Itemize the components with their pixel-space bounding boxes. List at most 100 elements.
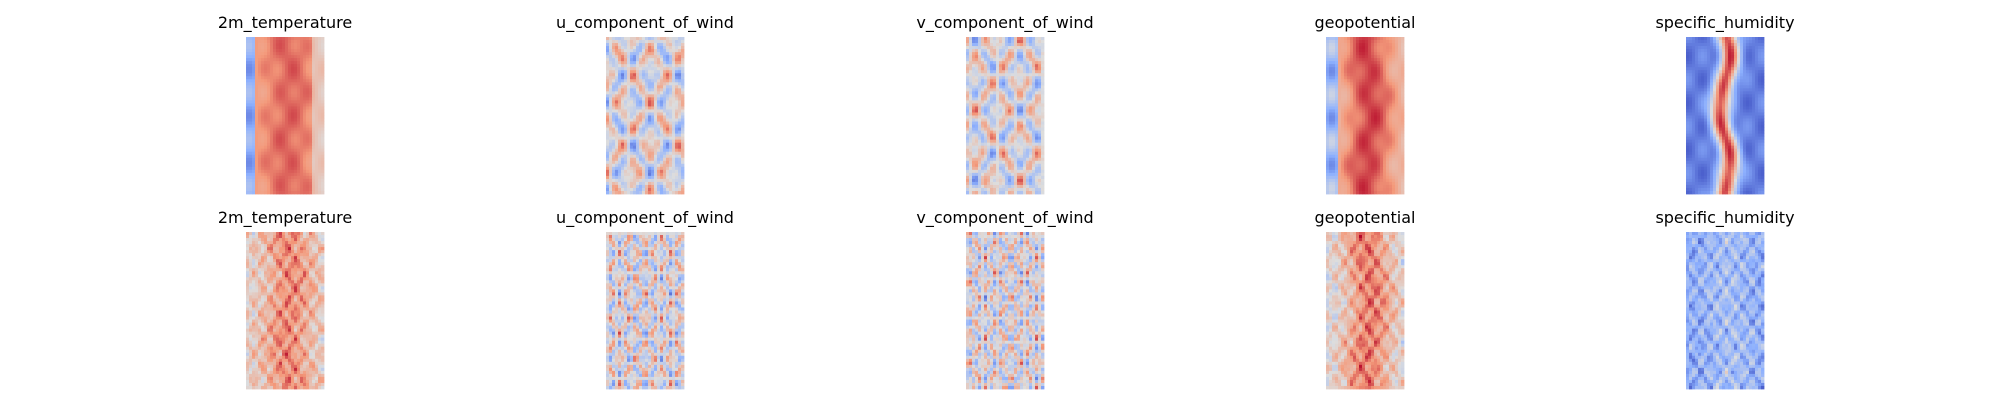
- heatmap-cell: [663, 169, 667, 174]
- heatmap-cell: [309, 106, 313, 110]
- heatmap-cell: [996, 40, 1000, 44]
- heatmap-cell: [1359, 37, 1363, 41]
- heatmap-cell: [303, 118, 307, 122]
- heatmap-cell: [642, 127, 646, 131]
- heatmap-cell: [666, 106, 670, 110]
- heatmap-cell: [312, 115, 316, 119]
- heatmap-cell: [981, 127, 985, 131]
- heatmap-cell: [1017, 172, 1021, 177]
- heatmap-cell: [681, 109, 685, 113]
- heatmap-cell: [1401, 43, 1405, 47]
- heatmap-cell: [1017, 121, 1021, 125]
- heatmap-cell: [246, 43, 250, 47]
- heatmap-cell: [294, 118, 298, 122]
- heatmap-cell: [624, 166, 628, 171]
- heatmap-cell: [1383, 139, 1387, 144]
- heatmap-cell: [276, 139, 280, 144]
- heatmap-cell: [1338, 127, 1342, 131]
- heatmap-cell: [660, 151, 664, 156]
- heatmap-cell: [1356, 136, 1360, 141]
- heatmap-cell: [984, 100, 988, 104]
- heatmap-cell: [651, 109, 655, 113]
- heatmap-cell: [1338, 139, 1342, 144]
- heatmap-cell: [249, 151, 253, 156]
- heatmap-cell: [969, 112, 973, 116]
- heatmap-cell: [1020, 73, 1024, 77]
- heatmap-cell: [630, 142, 634, 147]
- heatmap-cell: [645, 148, 649, 153]
- heatmap-cell: [1005, 151, 1009, 156]
- heatmap-cell: [681, 94, 685, 98]
- heatmap-cell: [618, 79, 622, 83]
- heatmap-cell: [1020, 76, 1024, 80]
- heatmap-cell: [252, 64, 256, 68]
- heatmap-cell: [1338, 58, 1342, 62]
- heatmap-cell: [1380, 91, 1384, 95]
- heatmap-cell: [1020, 70, 1024, 74]
- heatmap-cell: [1353, 43, 1357, 47]
- heatmap-cell: [246, 115, 250, 119]
- heatmap-cell: [288, 118, 292, 122]
- heatmap-cell: [969, 148, 973, 153]
- heatmap-cell: [648, 181, 652, 186]
- heatmap-cell: [1335, 79, 1339, 83]
- heatmap-cell: [255, 73, 259, 77]
- heatmap-cell: [672, 100, 676, 104]
- heatmap-cell: [1035, 82, 1039, 86]
- heatmap-cell: [612, 91, 616, 95]
- heatmap-cell: [318, 160, 322, 165]
- heatmap-cell: [1383, 109, 1387, 113]
- heatmap-cell: [309, 85, 313, 89]
- heatmap-cell: [1005, 136, 1009, 141]
- heatmap-cell: [294, 88, 298, 92]
- heatmap-cell: [996, 82, 1000, 86]
- heatmap-cell: [972, 97, 976, 101]
- heatmap-cell: [606, 133, 610, 138]
- heatmap-cell: [1008, 52, 1012, 56]
- heatmap-cell: [1011, 109, 1015, 113]
- heatmap-cell: [1029, 133, 1033, 138]
- heatmap-cell: [651, 190, 655, 195]
- heatmap-cell: [1371, 70, 1375, 74]
- heatmap-cell: [1335, 115, 1339, 119]
- heatmap-cell: [1002, 55, 1006, 59]
- heatmap-cell: [1011, 82, 1015, 86]
- heatmap-cell: [1332, 121, 1336, 125]
- heatmap-cell: [321, 58, 325, 62]
- heatmap-cell: [1389, 136, 1393, 141]
- heatmap-cell: [612, 151, 616, 156]
- heatmap-cell: [1023, 79, 1027, 83]
- heatmap-cell: [633, 178, 637, 183]
- heatmap-cell: [1368, 88, 1372, 92]
- heatmap-cell: [1350, 91, 1354, 95]
- heatmap-cell: [609, 151, 613, 156]
- heatmap-cell: [1341, 103, 1345, 107]
- heatmap-cell: [297, 160, 301, 165]
- heatmap-cell: [1383, 97, 1387, 101]
- heatmap-cell: [1023, 157, 1027, 162]
- heatmap-cell: [1002, 175, 1006, 180]
- heatmap-cell: [975, 70, 979, 74]
- heatmap-cell: [669, 172, 673, 177]
- heatmap-cell: [276, 70, 280, 74]
- heatmap-cell: [1032, 118, 1036, 122]
- heatmap-cell: [1374, 79, 1378, 83]
- heatmap-cell: [1032, 37, 1036, 41]
- heatmap-cell: [1344, 82, 1348, 86]
- heatmap-cell: [252, 49, 256, 53]
- heatmap-cell: [1392, 61, 1396, 65]
- heatmap-cell: [255, 43, 259, 47]
- heatmap-cell: [642, 181, 646, 186]
- heatmap-cell: [1395, 130, 1399, 135]
- heatmap-cell: [648, 73, 652, 77]
- heatmap-cell: [996, 166, 1000, 171]
- heatmap-cell: [1365, 76, 1369, 80]
- heatmap-cell: [648, 145, 652, 150]
- heatmap-cell: [612, 187, 616, 192]
- heatmap-cell: [1035, 91, 1039, 95]
- heatmap-cell: [273, 148, 277, 153]
- heatmap-cell: [1356, 64, 1360, 68]
- heatmap-cell: [273, 157, 277, 162]
- heatmap-cell: [312, 61, 316, 65]
- heatmap-cell: [1365, 103, 1369, 107]
